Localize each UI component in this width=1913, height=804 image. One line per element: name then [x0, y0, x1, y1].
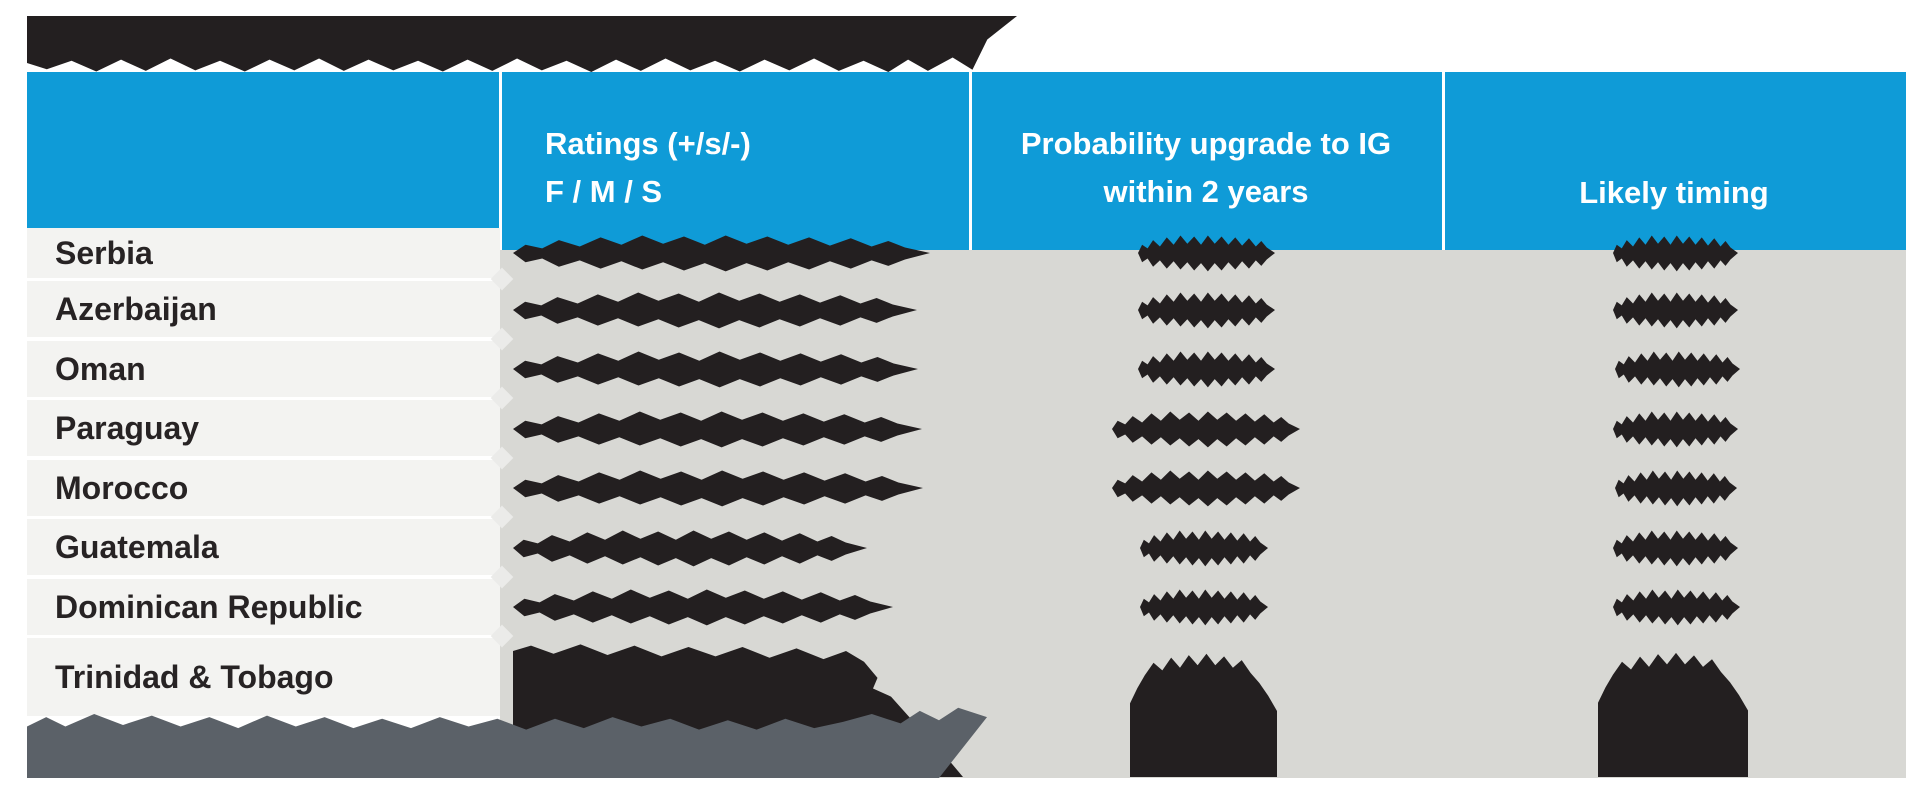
column-header-probability: Probability upgrade to IG within 2 years [956, 120, 1456, 216]
figure-title-redacted [27, 16, 1017, 72]
country-label: Oman [55, 350, 146, 387]
country-label: Dominican Republic [55, 588, 363, 625]
column-header-ratings-line1: Ratings (+/s/-) [545, 126, 751, 161]
table-row: Trinidad & Tobago [27, 638, 500, 716]
header-divider [1442, 72, 1445, 250]
header-divider [969, 72, 972, 250]
table-header-background [27, 72, 1906, 250]
country-label: Azerbaijan [55, 290, 217, 327]
column-header-probability-line2: within 2 years [1103, 174, 1309, 209]
table-row: Paraguay [27, 400, 500, 456]
column-header-ratings-line2: F / M / S [545, 174, 663, 209]
table-row: Oman [27, 341, 500, 397]
country-label: Guatemala [55, 528, 219, 565]
country-label: Trinidad & Tobago [55, 658, 334, 695]
column-header-ratings: Ratings (+/s/-) F / M / S [545, 120, 965, 216]
column-header-timing: Likely timing [1579, 175, 1769, 210]
table-row: Guatemala [27, 519, 500, 575]
country-label: Serbia [55, 234, 153, 271]
header-divider [499, 72, 502, 250]
country-label: Paraguay [55, 409, 200, 446]
country-label: Morocco [55, 469, 189, 506]
table-row: Serbia [27, 228, 500, 278]
table-row: Morocco [27, 460, 500, 516]
column-header-probability-line1: Probability upgrade to IG [1020, 126, 1392, 161]
table-row: Dominican Republic [27, 579, 500, 635]
table-row: Azerbaijan [27, 281, 500, 337]
